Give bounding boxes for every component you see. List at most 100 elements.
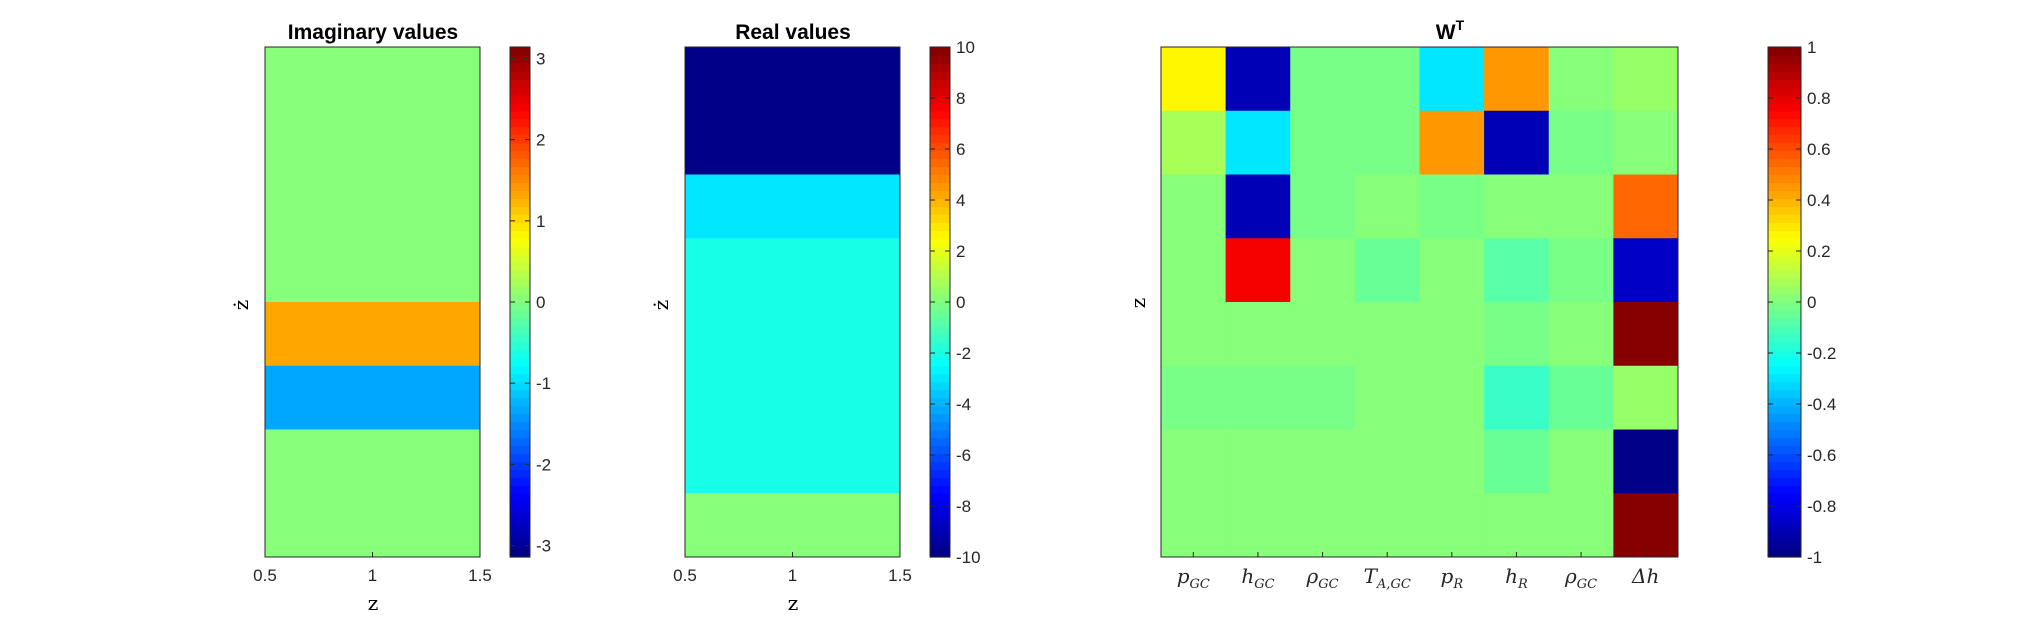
colorbar-swatch <box>1768 525 1801 534</box>
colorbar-swatch <box>510 174 530 184</box>
colorbar-swatch <box>1768 445 1801 455</box>
colorbar-swatch <box>510 150 530 160</box>
colorbar-imaginary: -3 -2 -1 0 1 2 3 <box>509 46 551 558</box>
colorbar-swatch <box>1768 477 1801 486</box>
heatmap-cell <box>1290 429 1356 494</box>
colorbar-swatch <box>510 309 530 319</box>
colorbar-swatch <box>1768 286 1801 295</box>
heatmap-cell <box>1354 365 1420 430</box>
heatmap-cell <box>685 110 900 175</box>
colorbar-swatch <box>1768 246 1801 255</box>
colorbar-tick-label: -1 <box>1807 548 1822 567</box>
heatmap-cell <box>1290 365 1356 430</box>
colorbar-swatch <box>1768 549 1801 558</box>
heatmap-cell <box>1419 429 1485 494</box>
title-wt: WT <box>1436 17 1465 44</box>
x-tick-label: 1 <box>788 566 797 585</box>
colorbar-swatch <box>1768 222 1801 231</box>
colorbar-swatch <box>1768 214 1801 223</box>
colorbar-swatch <box>510 421 530 431</box>
colorbar-swatch <box>510 485 530 494</box>
colorbar-swatch <box>930 262 950 271</box>
colorbar-swatch <box>510 509 530 518</box>
panel-wt: WT pGC hGC ρGC TA,GC pR hR ρGC Δh z -1-0.8-0.6-… <box>1126 17 1836 592</box>
colorbar-swatch <box>1768 126 1801 136</box>
colorbar-tick-label: 10 <box>956 38 975 57</box>
colorbar-swatch <box>930 198 950 207</box>
heatmap-cell <box>1225 493 1291 558</box>
heatmap-cell <box>265 365 480 430</box>
heatmap-cell <box>1548 110 1614 175</box>
x-tick-label: ρGC <box>1564 564 1597 592</box>
colorbar-swatch <box>510 214 530 223</box>
colorbar-swatch <box>930 549 950 558</box>
colorbar-swatch <box>1768 469 1801 478</box>
heatmap-cell <box>1354 174 1420 239</box>
colorbar-swatch <box>1768 405 1801 415</box>
colorbar-tick-label: -4 <box>956 395 971 414</box>
colorbar-swatch <box>510 357 530 367</box>
colorbar-swatch <box>930 190 950 200</box>
heatmap-cell <box>1290 238 1356 303</box>
heatmap-cell <box>685 429 900 494</box>
x-tick-label-sub: GC <box>1577 577 1597 592</box>
colorbar-swatch <box>930 222 950 231</box>
heatmap-cell <box>1290 174 1356 239</box>
colorbar-swatch <box>930 541 950 550</box>
x-ticks-imaginary: 0.5 1 1.5 <box>253 552 492 585</box>
colorbar-swatch <box>930 349 950 359</box>
heatmap-cell <box>265 493 480 558</box>
heatmap-cell <box>1225 302 1291 367</box>
colorbar-swatch <box>510 206 530 215</box>
x-tick-label: TA,GC <box>1364 564 1411 592</box>
x-tick-label-sub: R <box>1452 577 1463 592</box>
colorbar-swatch <box>510 190 530 200</box>
heatmap-cell <box>1161 174 1227 239</box>
heatmap-cell <box>1419 174 1485 239</box>
colorbar-swatch <box>510 302 530 311</box>
colorbar-swatch <box>1768 270 1801 279</box>
colorbar-swatch <box>930 445 950 455</box>
x-tick-label-base: ρ <box>1564 564 1577 588</box>
x-tick-label-sub: GC <box>1318 577 1338 592</box>
colorbar-swatch <box>510 262 530 271</box>
heatmap-cell <box>265 238 480 303</box>
x-tick-label-sub: GC <box>1190 577 1210 592</box>
colorbar-swatch <box>930 477 950 486</box>
colorbar-tick-label: 0.2 <box>1807 242 1831 261</box>
colorbar-swatch <box>930 333 950 343</box>
colorbar-swatch <box>510 501 530 510</box>
colorbar-swatch <box>510 86 530 96</box>
heatmap-cell <box>1548 238 1614 303</box>
colorbar-swatch <box>1768 62 1801 72</box>
colorbar-swatch <box>930 485 950 494</box>
colorbar-swatch <box>510 445 530 455</box>
colorbar-swatch <box>1768 134 1801 144</box>
colorbar-tick-label: 0 <box>1807 293 1816 312</box>
colorbar-swatch <box>510 477 530 486</box>
heatmap-cell <box>265 429 480 494</box>
colorbar-swatch <box>510 429 530 439</box>
colorbar-swatch <box>1768 357 1801 367</box>
heatmap-cell <box>685 365 900 430</box>
colorbar-swatch <box>510 341 530 351</box>
panel-imaginary: Imaginary values 0.5 1 1.5 z ż -3 -2 -1 0 1 2 3 <box>229 21 551 615</box>
colorbar-tick-label: -10 <box>956 548 981 567</box>
colorbar-swatch <box>930 461 950 470</box>
colorbar-swatch <box>510 365 530 375</box>
heatmap-real <box>685 47 900 558</box>
colorbar-swatch <box>1768 294 1801 303</box>
colorbar-swatch <box>930 214 950 223</box>
colorbar-swatch <box>1768 47 1801 56</box>
colorbar-swatch <box>1768 429 1801 439</box>
heatmap-cell <box>1225 429 1291 494</box>
colorbar-tick-label: -0.8 <box>1807 497 1836 516</box>
colorbar-swatch <box>510 549 530 558</box>
colorbar-swatch <box>930 365 950 375</box>
colorbar-swatch <box>510 325 530 335</box>
colorbar-swatch <box>1768 94 1801 104</box>
colorbar-swatch <box>1768 230 1801 239</box>
colorbar-swatch <box>1768 110 1801 120</box>
heatmap-cell <box>265 47 480 112</box>
colorbar-swatch <box>930 437 950 447</box>
